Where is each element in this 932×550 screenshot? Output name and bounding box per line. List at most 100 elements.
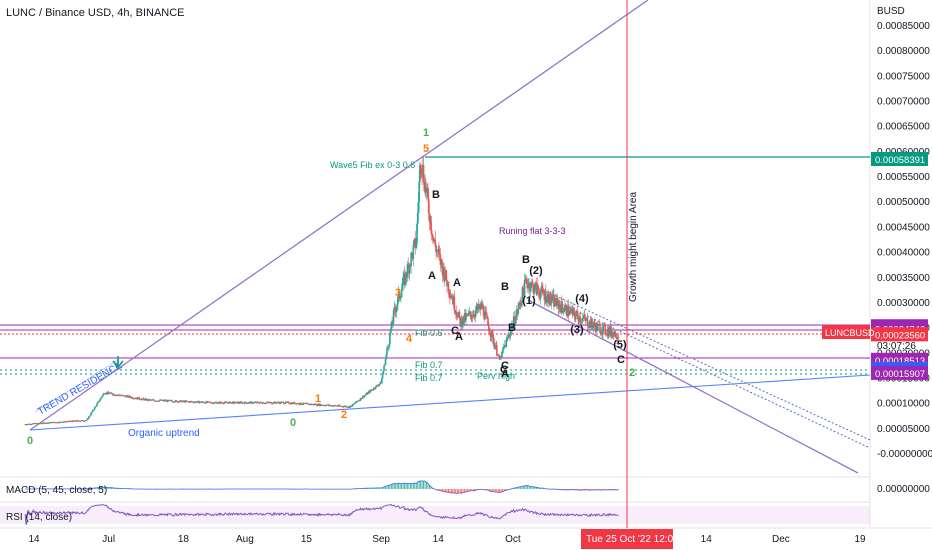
candle-body xyxy=(126,396,128,398)
candle-body xyxy=(378,384,380,386)
candle-body xyxy=(412,245,415,260)
candle-body xyxy=(408,264,411,274)
candle-body xyxy=(73,420,76,422)
candle-body xyxy=(324,405,327,407)
price-tick-label: 0.00080000 xyxy=(877,46,930,57)
candle-body xyxy=(325,405,327,406)
candle-body xyxy=(542,293,545,295)
candle-body xyxy=(238,402,240,403)
time-axis-label: 15 xyxy=(301,534,313,545)
wave-label: 3 xyxy=(395,287,401,299)
candle-body xyxy=(260,402,263,404)
candle-body xyxy=(361,398,363,400)
candle-body xyxy=(222,403,225,405)
candle-body xyxy=(506,337,508,340)
candle-body xyxy=(31,424,33,426)
candle-body xyxy=(591,318,593,325)
price-tick-label: 0.00030000 xyxy=(877,298,930,309)
candle-body xyxy=(138,397,141,400)
price-badge-label: 0.00023560 xyxy=(875,330,925,341)
candle-body xyxy=(95,405,98,407)
candle-body xyxy=(592,325,595,329)
candle-body xyxy=(550,292,552,303)
candle-body xyxy=(501,352,503,358)
candle-body xyxy=(213,403,215,404)
rsi-label: RSI (14, close) xyxy=(6,512,72,523)
candle-body xyxy=(547,294,550,304)
candle-body xyxy=(438,249,440,253)
candle-body xyxy=(111,393,114,395)
price-badge-bg xyxy=(871,327,928,342)
candle-body xyxy=(484,311,486,320)
candle-body xyxy=(277,402,280,403)
candle-body xyxy=(289,403,292,405)
candle-body xyxy=(556,297,559,301)
candle-body xyxy=(257,402,259,403)
candle-body xyxy=(216,402,218,404)
price-badge-label: 0.00018513 xyxy=(875,356,925,367)
wave-label: C xyxy=(500,364,508,376)
trend-residence-label: TREND RESIDENCE xyxy=(36,360,125,417)
candle-body xyxy=(288,402,290,404)
countdown-timer: 03:07:26 xyxy=(877,341,916,352)
candle-body xyxy=(447,282,450,292)
candle-body xyxy=(431,233,434,239)
candle-body xyxy=(200,402,203,403)
candle-body xyxy=(222,402,224,404)
candle-body xyxy=(594,322,596,327)
fib-07-label-a: Fib 0.7 xyxy=(415,360,443,370)
candle-body xyxy=(184,400,187,403)
price-badge: 0.00058391 xyxy=(871,151,928,166)
time-axis-label: 19 xyxy=(854,534,866,545)
candle-body xyxy=(220,401,223,403)
macd-label: MACD (5, 45, close, 5) xyxy=(6,485,107,496)
candle-body xyxy=(208,401,210,403)
candle-body xyxy=(473,314,475,317)
candle-body xyxy=(369,390,371,393)
candle-body xyxy=(498,354,500,356)
candle-body xyxy=(457,314,459,318)
wave-label: C xyxy=(451,325,459,337)
wave-label: B xyxy=(501,281,509,293)
candle-body xyxy=(599,333,602,335)
candle-body xyxy=(39,422,42,424)
candle-body xyxy=(298,403,300,405)
candle-body xyxy=(427,198,430,213)
candle-body xyxy=(85,420,87,422)
candle-body xyxy=(583,315,586,319)
candle-body xyxy=(99,398,102,400)
candle-body xyxy=(419,165,422,169)
candle-body xyxy=(541,285,543,289)
candle-body xyxy=(482,306,485,317)
wave-label: 2 xyxy=(629,367,635,379)
candle-body xyxy=(587,326,590,328)
candle-body xyxy=(77,420,80,422)
candle-body xyxy=(315,404,318,406)
symbol-tag: LUNCBUSD xyxy=(825,328,875,338)
candle-body xyxy=(118,394,120,396)
price-tick-label: 0.00055000 xyxy=(877,172,930,183)
candle-body xyxy=(178,401,180,403)
candle-body xyxy=(75,421,78,422)
candle-body xyxy=(359,400,361,401)
candle-body xyxy=(364,394,367,396)
candle-body xyxy=(44,423,47,425)
candle-body xyxy=(577,314,579,321)
time-axis-label: Aug xyxy=(236,534,254,545)
candle-body xyxy=(234,402,237,404)
candle-body xyxy=(389,333,391,345)
candle-body xyxy=(398,291,401,299)
wave-label: B xyxy=(508,322,516,334)
candle-body xyxy=(225,402,228,403)
candle-body xyxy=(377,385,379,387)
time-axis-label: Oct xyxy=(505,534,521,545)
price-tick-label: 0.00070000 xyxy=(877,97,930,108)
candle-body xyxy=(551,295,554,301)
candle-body xyxy=(478,306,481,310)
candle-body xyxy=(599,324,601,334)
candle-body xyxy=(395,307,398,313)
candle-body xyxy=(383,365,385,371)
candle-body xyxy=(303,402,306,404)
